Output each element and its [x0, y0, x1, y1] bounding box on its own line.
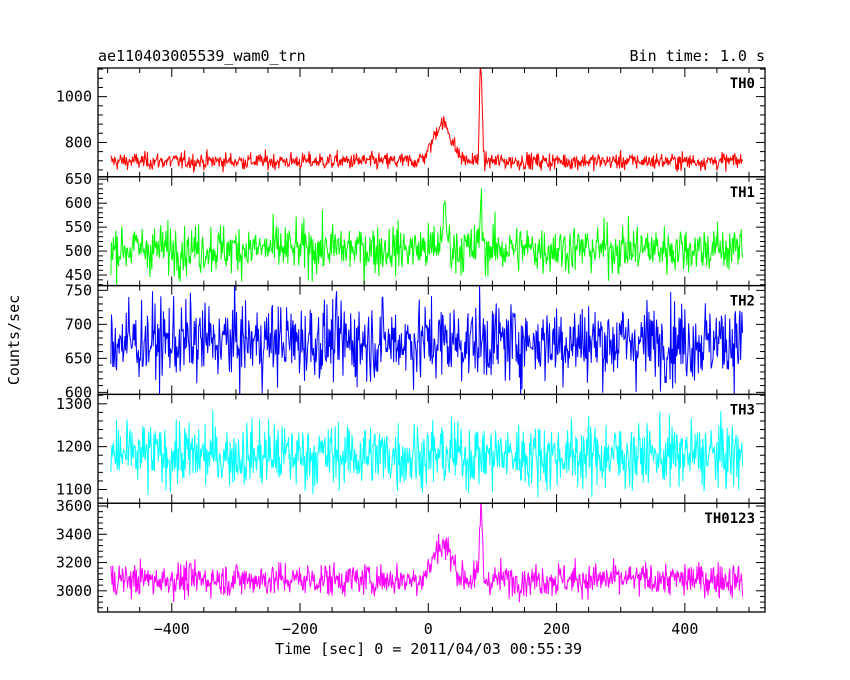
- panel-frame: [97, 502, 766, 613]
- y-tick-label: 600: [65, 194, 92, 212]
- series-line-th0123: [110, 503, 744, 603]
- y-tick-label: 450: [65, 266, 92, 284]
- panel-label-th3: TH3: [730, 402, 755, 418]
- series-line-th0: [110, 68, 744, 173]
- panel-label-th1: TH1: [730, 185, 755, 201]
- bin-time-label: Bin time: 1.0 s: [630, 47, 765, 65]
- y-tick-label: 3000: [56, 582, 92, 600]
- panel-th0123: 3000 3200 3400 3600 TH0123: [56, 497, 766, 613]
- x-axis: −400 −200 0 200 400: [154, 620, 699, 638]
- y-tick-label: 800: [65, 133, 92, 151]
- panel-th1: 450 500 550 600 650 TH1: [65, 170, 766, 287]
- panel-label-th0: TH0: [730, 76, 755, 92]
- y-tick-label: 1000: [56, 88, 92, 106]
- x-tick-label: −200: [282, 620, 318, 638]
- x-axis-title: Time [sec] 0 = 2011/04/03 00:55:39: [275, 640, 582, 658]
- panel-th3: 1100 1200 1300 TH3: [56, 393, 766, 504]
- x-tick-label: 200: [543, 620, 570, 638]
- y-tick-label: 1200: [56, 438, 92, 456]
- y-tick-label: 1300: [56, 395, 92, 413]
- chart-title: ae110403005539_wam0_trn: [98, 47, 306, 65]
- y-tick-label: 3200: [56, 554, 92, 572]
- panels-group: 800 1000 TH0 450 500 550 600 650 TH1 600 650 700 750…: [56, 67, 766, 613]
- x-tick-label: −400: [154, 620, 190, 638]
- panel-th0: 800 1000 TH0: [56, 67, 766, 178]
- y-tick-label: 650: [65, 170, 92, 188]
- y-tick-label: 500: [65, 242, 92, 260]
- y-tick-label: 600: [65, 383, 92, 401]
- panel-label-th2: TH2: [730, 294, 755, 310]
- series-line-th2: [110, 285, 744, 395]
- y-tick-label: 1100: [56, 480, 92, 498]
- x-tick-label: 0: [424, 620, 433, 638]
- series-line-th3: [110, 410, 744, 498]
- y-axis-title: Counts/sec: [5, 295, 23, 385]
- panel-label-th0123: TH0123: [704, 511, 755, 527]
- y-tick-label: 750: [65, 281, 92, 299]
- y-tick-label: 550: [65, 218, 92, 236]
- panel-th2: 600 650 700 750 TH2: [65, 281, 766, 401]
- y-tick-label: 650: [65, 349, 92, 367]
- y-tick-label: 3600: [56, 497, 92, 515]
- y-tick-label: 3400: [56, 525, 92, 543]
- x-tick-label: 400: [671, 620, 698, 638]
- series-line-th1: [110, 188, 744, 286]
- y-tick-label: 700: [65, 315, 92, 333]
